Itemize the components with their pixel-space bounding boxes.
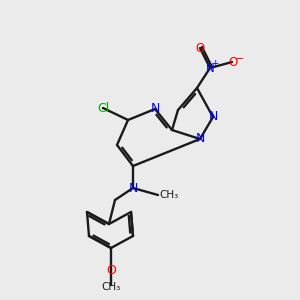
Text: O: O bbox=[195, 41, 205, 55]
Text: N: N bbox=[208, 110, 218, 124]
Text: N: N bbox=[150, 103, 160, 116]
Text: N: N bbox=[195, 133, 205, 146]
Text: CH₃: CH₃ bbox=[101, 282, 121, 292]
Text: CH₃: CH₃ bbox=[159, 190, 178, 200]
Text: −: − bbox=[235, 54, 245, 64]
Text: O: O bbox=[228, 56, 238, 68]
Text: +: + bbox=[211, 58, 219, 68]
Text: O: O bbox=[106, 263, 116, 277]
Text: N: N bbox=[128, 182, 138, 194]
Text: N: N bbox=[206, 61, 214, 74]
Text: Cl: Cl bbox=[97, 101, 109, 115]
